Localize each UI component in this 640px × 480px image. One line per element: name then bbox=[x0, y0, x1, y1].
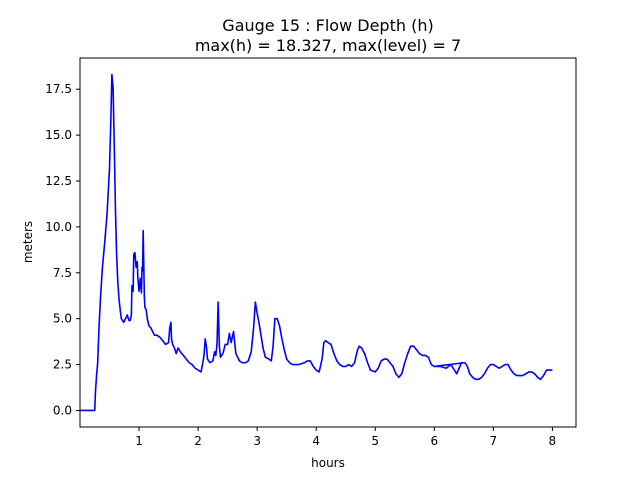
y-tick-label: 17.5 bbox=[45, 82, 72, 96]
plot-area bbox=[80, 58, 576, 427]
y-tick-label: 0.0 bbox=[53, 403, 72, 417]
series-line-1 bbox=[434, 361, 464, 368]
chart-title-line2: max(h) = 18.327, max(level) = 7 bbox=[195, 36, 461, 55]
x-tick-label: 2 bbox=[194, 434, 202, 448]
series-line-0 bbox=[80, 73, 553, 412]
y-tick-label: 12.5 bbox=[45, 174, 72, 188]
x-axis-ticks: 1 2 3 4 5 6 7 8 bbox=[135, 427, 556, 448]
y-axis-ticks: 0.0 2.5 5.0 7.5 10.0 12.5 15.0 17.5 bbox=[45, 82, 80, 417]
y-tick-label: 10.0 bbox=[45, 220, 72, 234]
x-tick-label: 5 bbox=[371, 434, 379, 448]
series-layer bbox=[80, 73, 553, 412]
x-tick-label: 8 bbox=[549, 434, 557, 448]
x-tick-label: 3 bbox=[253, 434, 261, 448]
x-tick-label: 4 bbox=[312, 434, 320, 448]
x-tick-label: 6 bbox=[430, 434, 438, 448]
x-tick-label: 7 bbox=[490, 434, 498, 448]
y-tick-label: 15.0 bbox=[45, 128, 72, 142]
plot-frame bbox=[79, 57, 577, 428]
x-tick-label: 1 bbox=[135, 434, 143, 448]
y-tick-label: 2.5 bbox=[53, 358, 72, 372]
y-tick-label: 5.0 bbox=[53, 312, 72, 326]
y-tick-label: 7.5 bbox=[53, 266, 72, 280]
x-axis-label: hours bbox=[311, 456, 345, 470]
y-axis-label: meters bbox=[21, 221, 35, 263]
chart-title-line1: Gauge 15 : Flow Depth (h) bbox=[222, 16, 433, 35]
